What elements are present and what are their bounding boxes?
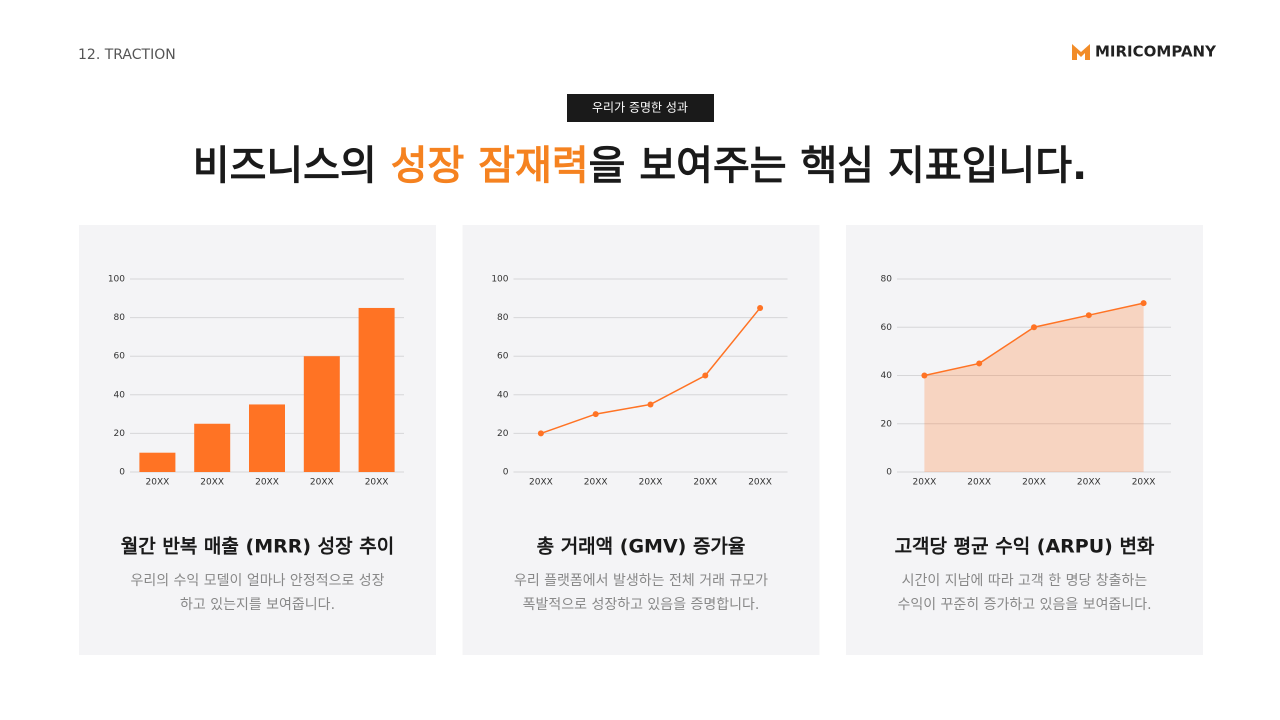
y-tick-label: 80 [497,313,509,323]
x-tick-label: 20XX [365,478,389,488]
section-label: 12. TRACTION [78,47,176,63]
y-tick-label: 40 [497,390,509,400]
logo-icon [1072,44,1090,60]
card [846,225,1203,655]
card [462,225,820,655]
y-tick-label: 100 [108,275,125,285]
area [924,303,1144,472]
x-tick-label: 20XX [748,478,772,488]
point [647,401,654,408]
badge-text: 우리가 증명한 성과 [592,101,688,115]
y-tick-label: 20 [497,429,509,439]
x-tick-label: 20XX [310,478,334,488]
x-tick-label: 20XX [529,478,553,488]
y-tick-label: 80 [881,275,893,285]
x-tick-label: 20XX [200,478,224,488]
card-description: 하고 있는지를 보여줍니다. [180,597,335,613]
y-tick-label: 40 [114,390,126,400]
point [1085,312,1092,319]
point [537,430,544,437]
card-description: 폭발적으로 성장하고 있음을 증명합니다. [523,597,760,613]
bar [358,307,395,472]
headline-highlight: 성장 잠재력 [391,143,589,189]
logo-text: MIRICOMPANY [1095,43,1217,61]
x-tick-label: 20XX [639,478,663,488]
point [592,411,599,418]
point [1140,300,1147,307]
y-tick-label: 100 [491,275,508,285]
y-tick-label: 60 [114,352,126,362]
x-tick-label: 20XX [967,478,991,488]
y-tick-label: 0 [503,468,509,478]
x-tick-label: 20XX [1077,478,1101,488]
x-tick-label: 20XX [693,478,717,488]
card-description: 우리의 수익 모델이 얼마나 안정적으로 성장 [130,573,384,589]
y-tick-label: 0 [886,468,892,478]
x-tick-label: 20XX [255,478,279,488]
headline-part: 을 보여주는 핵심 지표입니다. [589,143,1088,189]
bar [249,404,285,472]
bar [139,452,176,472]
y-tick-label: 60 [497,352,509,362]
card-description: 수익이 꾸준히 증가하고 있음을 보여줍니다. [897,597,1151,613]
point [921,372,928,379]
x-tick-label: 20XX [584,478,608,488]
headline: 비즈니스의 성장 잠재력을 보여주는 핵심 지표입니다. [193,143,1087,189]
x-tick-label: 20XX [913,478,937,488]
point [757,304,764,311]
headline-part: 비즈니스의 [193,143,391,189]
y-tick-label: 20 [114,429,126,439]
card-title: 월간 반복 매출 (MRR) 성장 추이 [121,536,394,558]
x-tick-label: 20XX [146,478,170,488]
bar [303,356,340,472]
y-tick-label: 20 [881,419,893,429]
point [702,372,709,379]
point [976,360,983,367]
card-title: 고객당 평균 수익 (ARPU) 변화 [895,536,1155,558]
card-description: 우리 플랫폼에서 발생하는 전체 거래 규모가 [514,573,768,589]
card-title: 총 거래액 (GMV) 증가율 [537,536,746,558]
y-tick-label: 60 [881,323,893,333]
card-description: 시간이 지남에 따라 고객 한 명당 창출하는 [902,573,1148,589]
y-tick-label: 80 [114,313,126,323]
bar [194,423,231,472]
x-tick-label: 20XX [1022,478,1046,488]
y-tick-label: 40 [881,371,893,381]
badge [567,94,714,122]
y-tick-label: 0 [119,468,125,478]
point [1031,324,1037,331]
x-tick-label: 20XX [1132,478,1156,488]
